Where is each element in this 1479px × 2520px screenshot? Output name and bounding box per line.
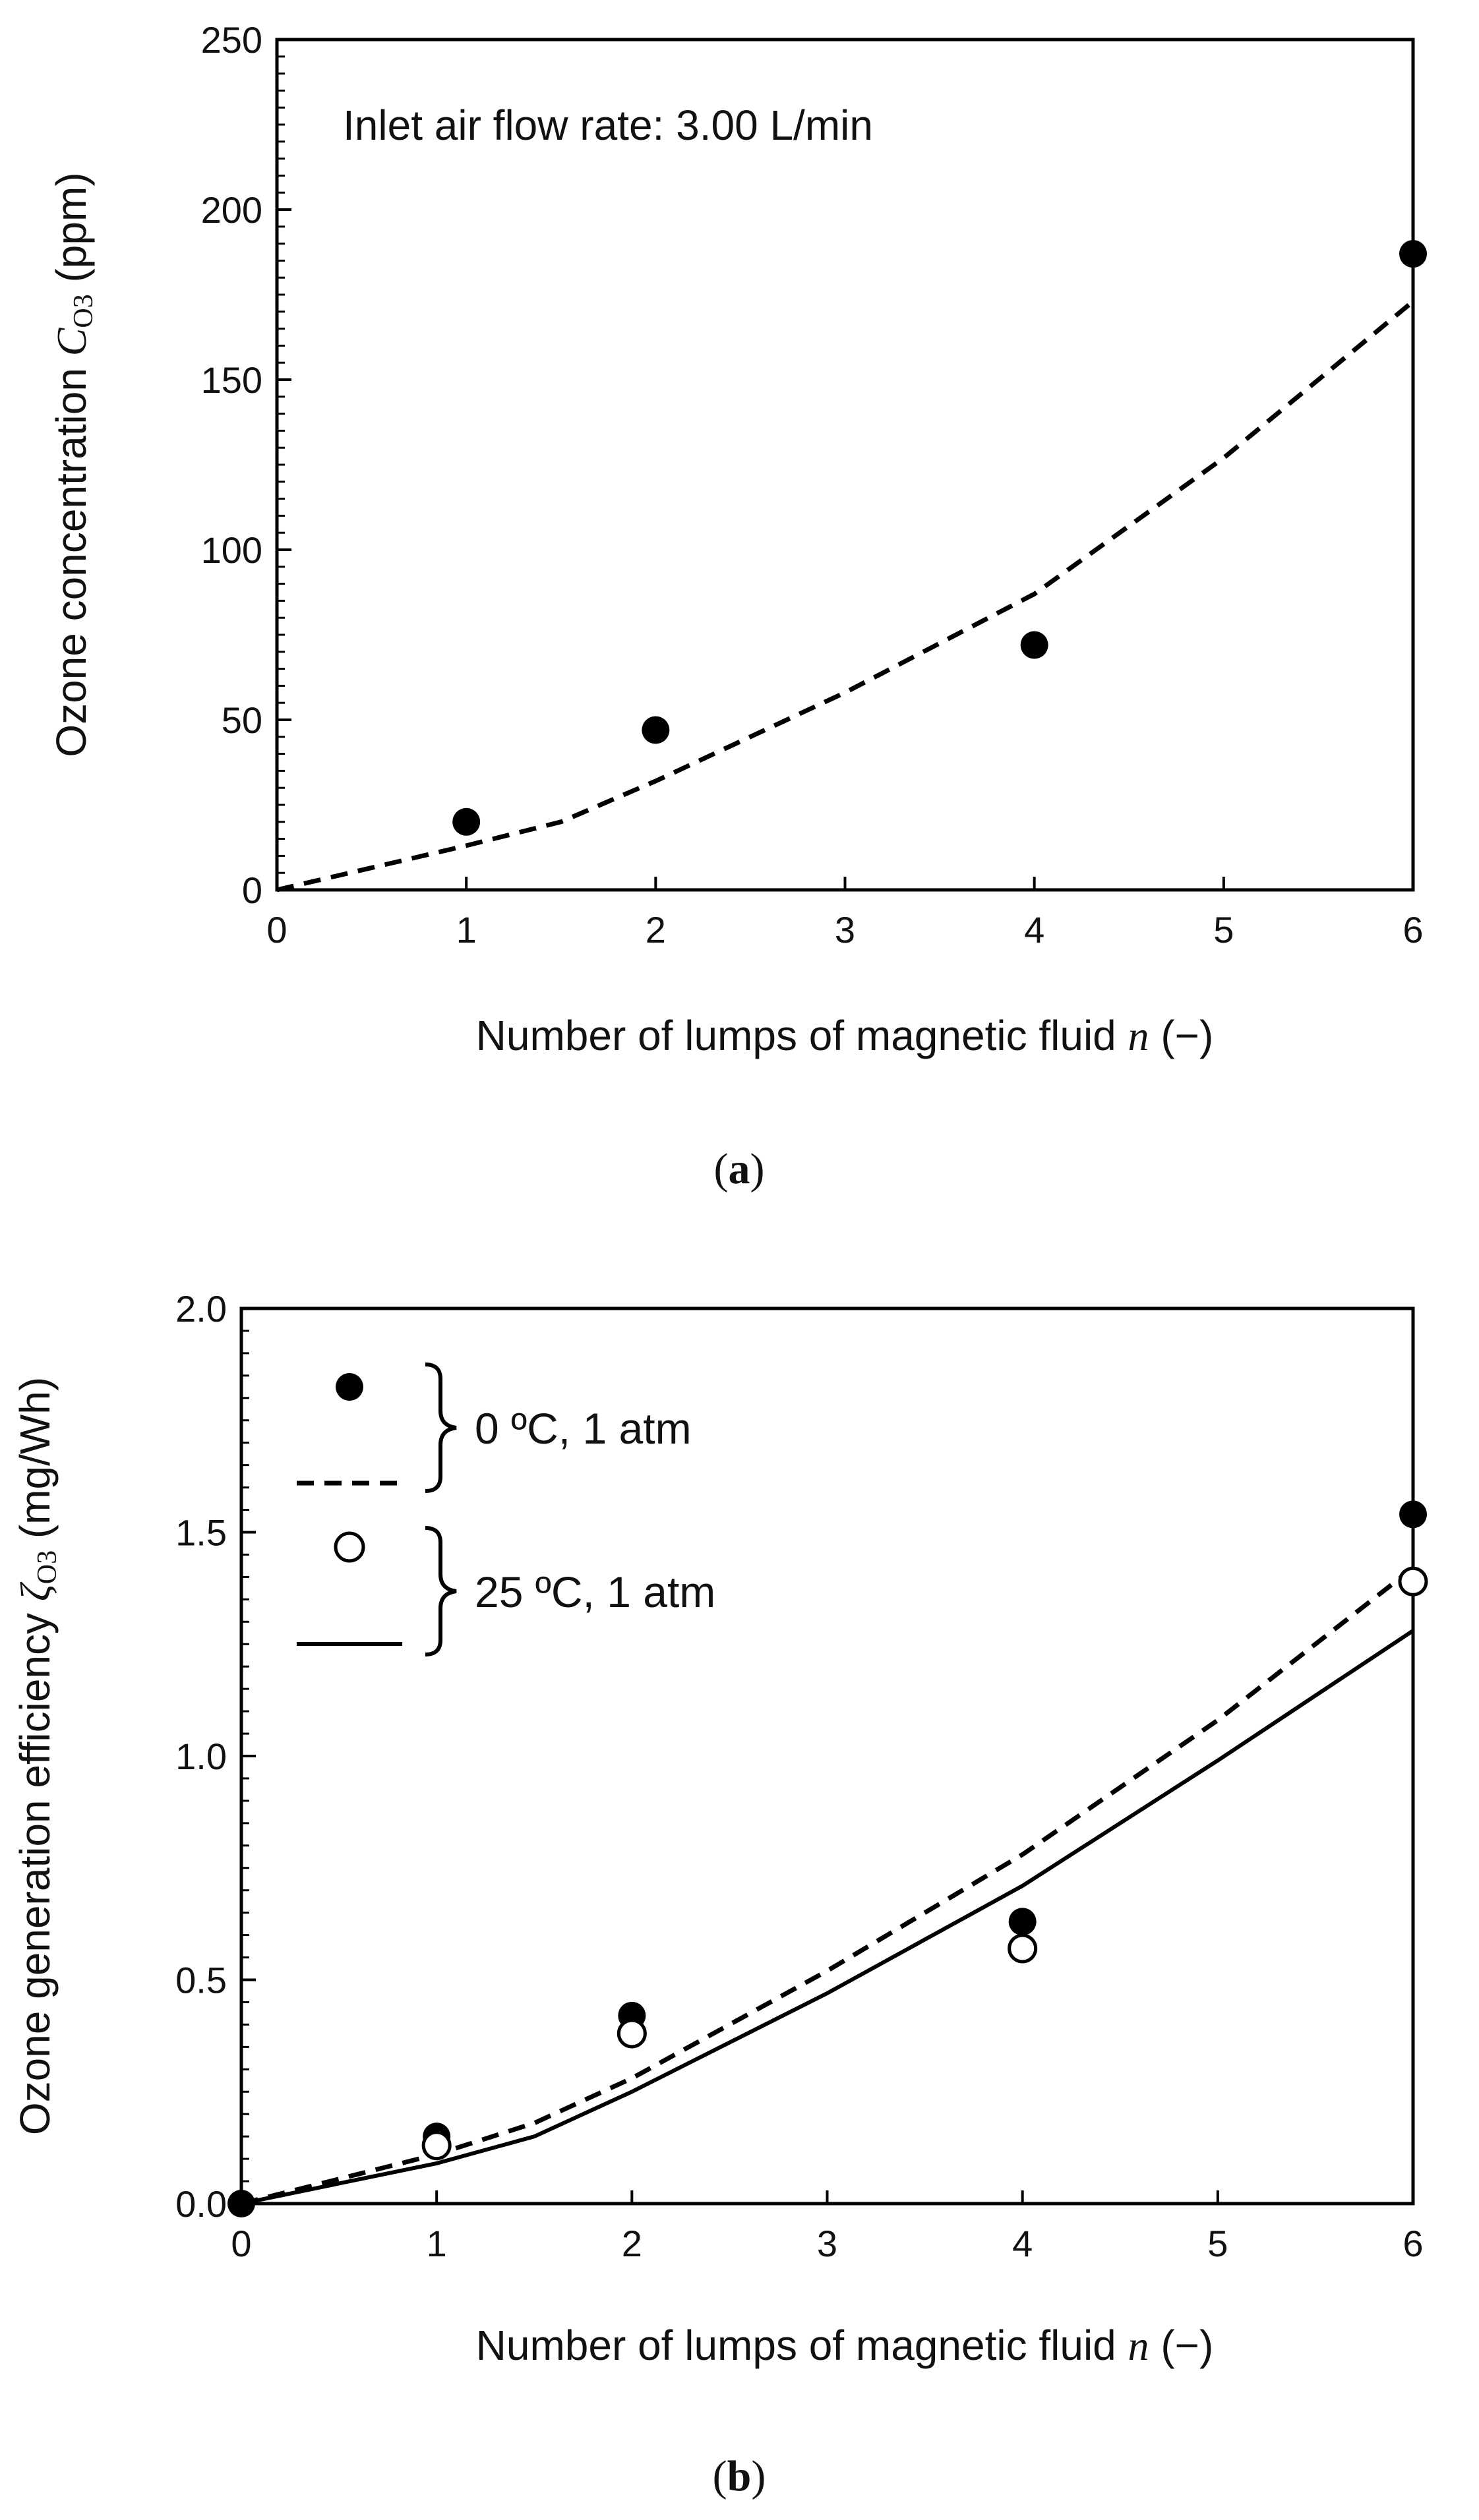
panel-b-y-axis-title: Ozone generation efficiency ζO3 (mg/Wh): [11, 1377, 63, 2135]
panel-b-ticks: [240, 1307, 1414, 2205]
x-tick-label: 5: [1213, 909, 1234, 951]
panel-a-caption: (a): [714, 1145, 765, 1193]
legend-open-marker: [334, 1531, 365, 1563]
x-tick-label: 4: [1024, 909, 1044, 951]
legend-filled-marker: [336, 1373, 363, 1401]
data-point-open: [1008, 1933, 1038, 1964]
data-point-filled: [1020, 631, 1048, 659]
panel-a-y-tick-labels: 0 50 100 150 200 250: [201, 19, 262, 911]
panel-b-caption: (b): [713, 2452, 766, 2500]
y-tick-label: 0.0: [175, 2183, 227, 2225]
panel-b-x-tick-labels: 0 1 2 3 4 5 6: [231, 2223, 1423, 2264]
y-tick-label: 50: [222, 699, 262, 741]
data-point-filled: [1399, 240, 1427, 268]
panel-b-legend: 0 ºC, 1 atm 25 ºC, 1 atm: [297, 1363, 715, 1656]
panel-a-annotation: Inlet air flow rate: 3.00 L/min: [343, 102, 873, 149]
series-line-dashed: [276, 299, 1415, 893]
x-tick-label: 2: [622, 2223, 642, 2264]
y-tick-label: 0.5: [175, 1960, 227, 2001]
x-tick-label: 3: [817, 2223, 837, 2264]
x-tick-label: 3: [835, 909, 855, 951]
x-tick-label: 6: [1403, 909, 1423, 951]
y-tick-label: 200: [201, 189, 262, 231]
data-point-filled: [1008, 1908, 1037, 1936]
data-point-open: [617, 2018, 647, 2049]
panel-b-y-tick-labels: 0.0 0.5 1.0 1.5 2.0: [175, 1288, 227, 2225]
panel-b-marks: [227, 1500, 1428, 2217]
data-point-filled: [1399, 1500, 1427, 1529]
legend-brace-top: [425, 1363, 457, 1493]
series-line-dashed: [241, 1566, 1415, 2206]
data-point-filled: [642, 716, 670, 744]
panel-a-marks: [276, 189, 1427, 893]
panel-a-x-axis-title: Number of lumps of magnetic fluid n (−): [476, 1012, 1214, 1059]
y-tick-label: 100: [201, 529, 262, 571]
y-tick-label: 1.0: [175, 1736, 227, 1777]
x-tick-label: 1: [456, 909, 477, 951]
legend-label-25c: 25 ºC, 1 atm: [475, 1568, 715, 1616]
x-tick-label: 2: [646, 909, 666, 951]
panel-b-x-axis-title: Number of lumps of magnetic fluid n (−): [476, 2322, 1214, 2369]
y-tick-label: 150: [201, 359, 262, 401]
y-tick-label: 250: [201, 19, 262, 61]
x-tick-label: 0: [231, 2223, 251, 2264]
series-line-solid: [241, 1629, 1414, 2206]
panel-a-y-axis-title: Ozone concentration CO3 (ppm): [47, 172, 99, 757]
panel-a-plot-frame: [275, 38, 1415, 892]
x-tick-label: 4: [1012, 2223, 1033, 2264]
panel-b: 0 1 2 3 4 5 6 0.0 0.5 1.0 1.5 2.0 0 ºC, 1 atm 25 º…: [11, 1288, 1428, 2500]
data-point-filled: [452, 807, 481, 836]
data-point-open: [1398, 1566, 1428, 1597]
x-tick-label: 6: [1403, 2223, 1423, 2264]
y-tick-label: 1.5: [175, 1512, 227, 1554]
panel-a-x-tick-labels: 0 1 2 3 4 5 6: [266, 909, 1423, 951]
legend-label-0c: 0 ºC, 1 atm: [475, 1404, 692, 1453]
x-tick-label: 1: [427, 2223, 447, 2264]
data-point-open: [421, 2130, 452, 2161]
legend-brace-bottom: [425, 1526, 457, 1656]
panel-b-plot-frame: [239, 1306, 1415, 2206]
x-tick-label: 0: [266, 909, 287, 951]
y-tick-label: 2.0: [175, 1288, 227, 1330]
x-tick-label: 5: [1207, 2223, 1228, 2264]
panel-a: 0 1 2 3 4 5 6 0 50 100 150 200 250 Inlet air flow r…: [47, 19, 1427, 1193]
panel-a-ticks: [276, 38, 1414, 891]
y-tick-label: 0: [242, 869, 262, 911]
